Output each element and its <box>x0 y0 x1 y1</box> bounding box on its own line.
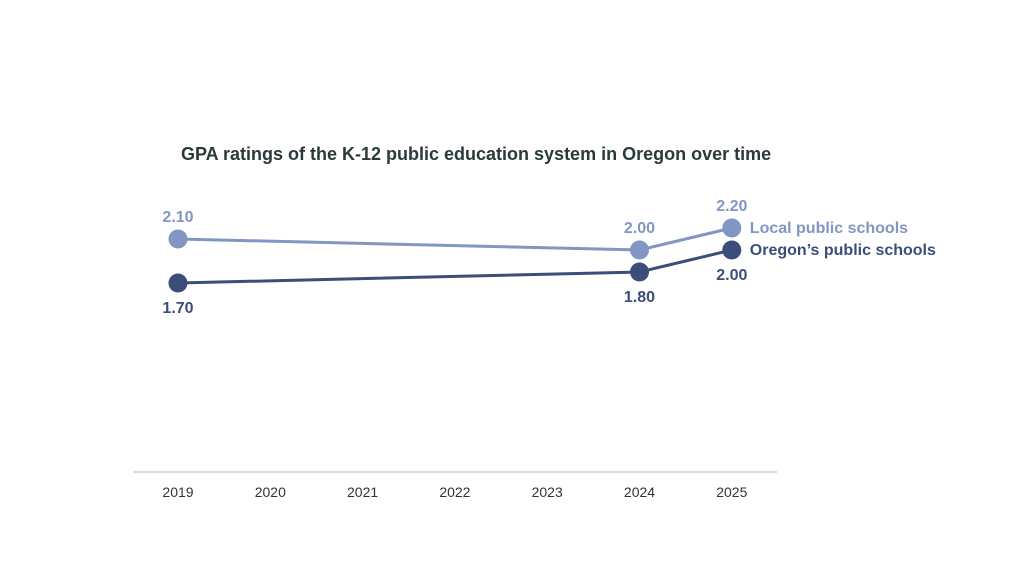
data-label-2024: 1.80 <box>624 289 655 306</box>
data-label-2025: 2.00 <box>716 267 747 284</box>
x-tick-label-2023: 2023 <box>532 484 563 500</box>
series-name-label: Local public schools <box>750 220 908 237</box>
data-point-2019 <box>168 229 188 249</box>
x-tick-label-2024: 2024 <box>624 484 655 500</box>
data-point-2025 <box>722 218 742 238</box>
series-line <box>177 248 733 285</box>
data-point-2024 <box>630 262 649 282</box>
x-axis-ticks: 2019 2020 2021 2022 2023 2024 2025 <box>162 484 747 500</box>
x-tick-label-2022: 2022 <box>439 484 470 500</box>
data-label-2024: 2.00 <box>624 220 655 237</box>
data-point-2025 <box>722 240 742 260</box>
data-label-2019: 2.10 <box>162 209 193 226</box>
data-point-2024 <box>630 240 649 260</box>
data-label-2025: 2.20 <box>716 198 747 215</box>
x-tick-label-2021: 2021 <box>347 484 378 500</box>
x-tick-label-2019: 2019 <box>162 484 193 500</box>
data-label-2019: 1.70 <box>162 300 193 317</box>
data-point-2019 <box>168 273 188 293</box>
x-tick-label-2020: 2020 <box>255 484 286 500</box>
series-name-label: Oregon’s public schools <box>750 242 936 259</box>
chart-title: GPA ratings of the K-12 public education… <box>181 144 772 164</box>
x-tick-label-2025: 2025 <box>716 484 747 500</box>
